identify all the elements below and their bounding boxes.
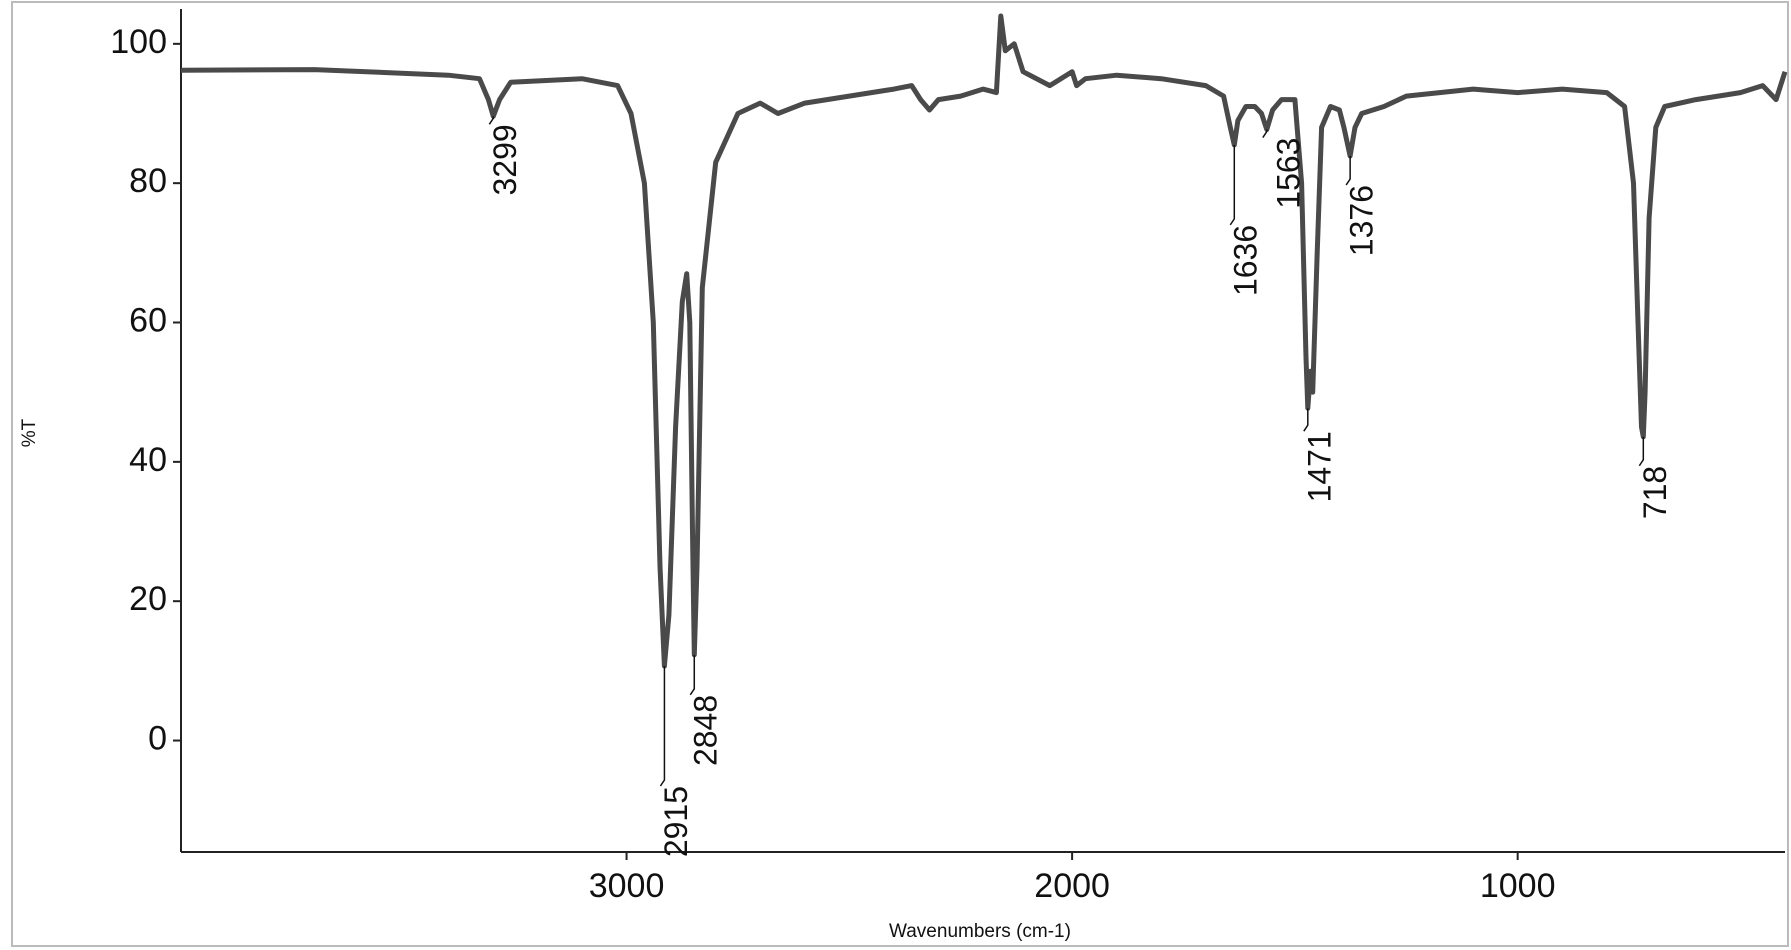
y-tick-label: 0 (148, 720, 167, 758)
peak-leader (1345, 156, 1351, 186)
peak-leader (1229, 144, 1236, 226)
peak-leader (659, 665, 666, 787)
peak-label: 1376 (1344, 185, 1380, 256)
peak-label: 3299 (487, 124, 523, 195)
peak-leader (1638, 436, 1645, 467)
peak-label: 1636 (1228, 225, 1264, 296)
peak-leader (689, 654, 696, 696)
y-tick-label: 100 (110, 23, 167, 61)
peak-label: 1471 (1301, 431, 1337, 502)
frame (11, 1, 1789, 947)
y-tick-label: 80 (129, 162, 167, 200)
x-tick-label: 1000 (1480, 867, 1556, 905)
peak-label: 2915 (658, 786, 694, 857)
peak-leader (1262, 129, 1268, 138)
y-axis-label: %T (19, 418, 40, 447)
y-tick-label: 40 (129, 441, 167, 479)
x-tick-label: 2000 (1034, 867, 1110, 905)
spectrum-line (180, 13, 1788, 669)
y-tick-label: 60 (129, 301, 167, 339)
peak-leader (488, 116, 495, 125)
x-tick-label: 3000 (589, 867, 665, 905)
peak-label: 2848 (688, 695, 724, 766)
peak-label: 718 (1637, 466, 1673, 519)
peak-label: 1563 (1270, 138, 1306, 209)
x-axis-label: Wavenumbers (cm-1) (889, 921, 1071, 942)
peak-leader (1303, 408, 1309, 432)
y-tick-label: 20 (129, 580, 167, 618)
